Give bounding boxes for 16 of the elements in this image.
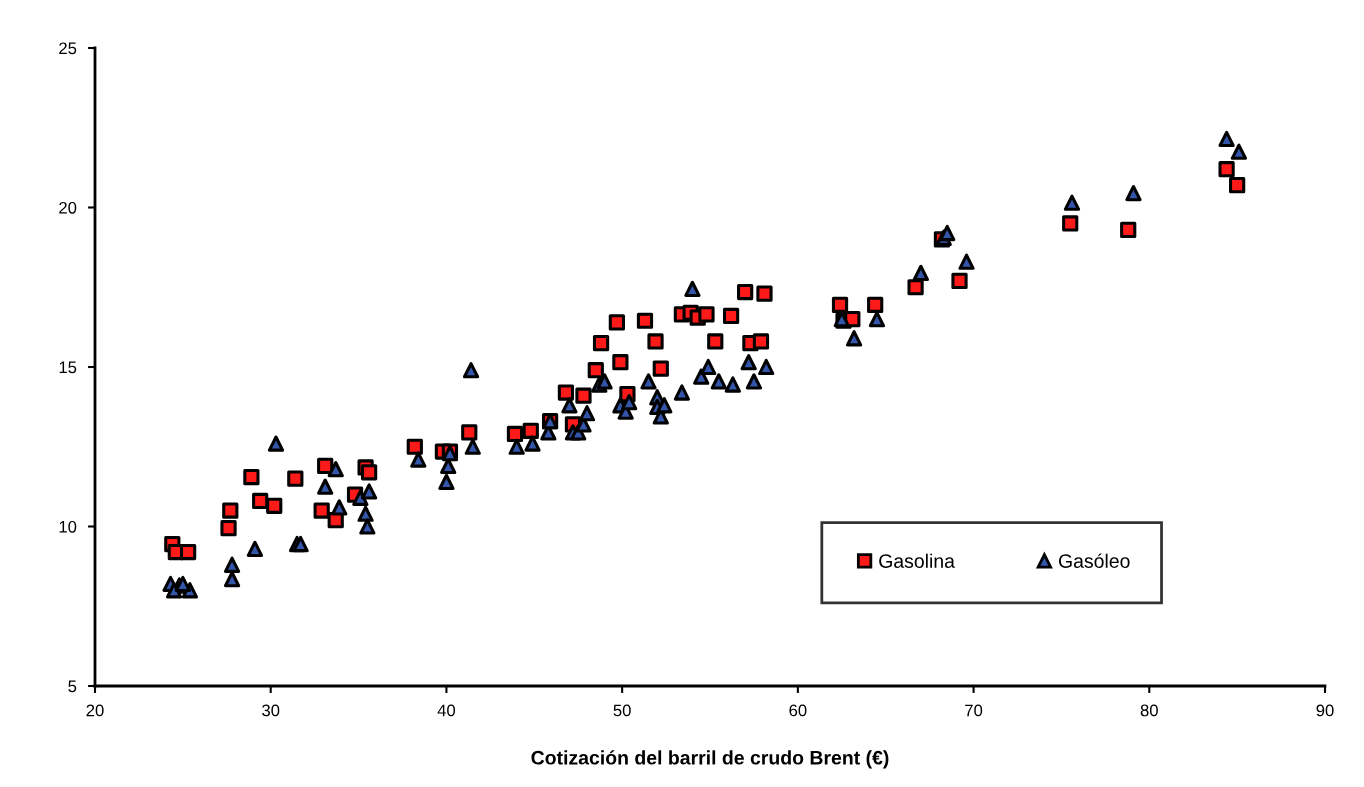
y-tick-label: 20 [59,201,77,214]
x-tick-label: 70 [965,704,983,717]
x-tick-label: 50 [613,704,631,717]
y-tick-label: 10 [59,520,77,533]
legend-label: Gasolina [879,553,955,568]
x-tick-label: 80 [1140,704,1158,717]
legend-label: Gasóleo [1058,553,1130,568]
x-tick-label: 90 [1316,704,1334,717]
x-tick-label: 60 [789,704,807,717]
x-tick-label: 40 [437,704,456,717]
y-tick-label: 25 [59,42,77,55]
x-tick-label: 30 [262,704,280,717]
y-tick-label: 15 [59,361,77,374]
y-tick-label: 5 [68,680,77,693]
x-tick-label: 20 [86,704,104,717]
x-axis-title: Cotización del barril de crudo Brent (€) [531,750,889,769]
